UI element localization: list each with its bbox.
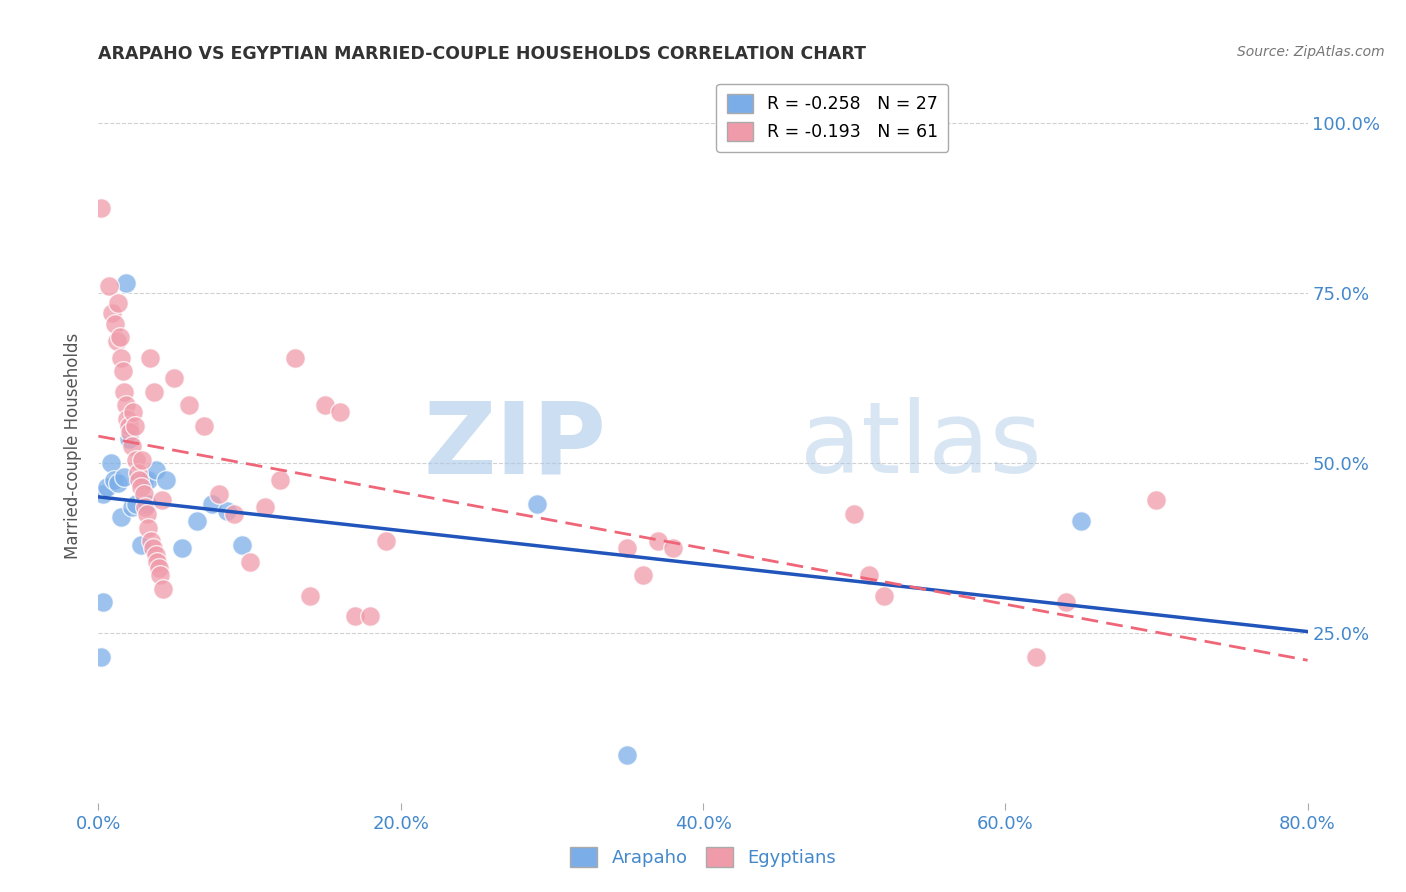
Point bbox=[121, 439, 143, 453]
Point bbox=[631, 568, 654, 582]
Point bbox=[100, 456, 122, 470]
Point bbox=[129, 537, 152, 551]
Point bbox=[112, 469, 135, 483]
Point bbox=[115, 412, 138, 426]
Point bbox=[90, 649, 112, 664]
Point bbox=[107, 476, 129, 491]
Point bbox=[616, 748, 638, 763]
Point bbox=[143, 384, 166, 399]
Point bbox=[163, 371, 186, 385]
Point bbox=[125, 452, 148, 467]
Point bbox=[253, 500, 276, 515]
Point bbox=[105, 334, 128, 348]
Point bbox=[108, 330, 131, 344]
Point bbox=[239, 555, 262, 569]
Point bbox=[374, 534, 396, 549]
Point bbox=[1054, 595, 1077, 609]
Y-axis label: Married-couple Households: Married-couple Households bbox=[65, 333, 83, 559]
Point bbox=[186, 514, 208, 528]
Text: atlas: atlas bbox=[800, 398, 1042, 494]
Legend: Arapaho, Egyptians: Arapaho, Egyptians bbox=[562, 839, 844, 874]
Point bbox=[104, 317, 127, 331]
Point bbox=[127, 466, 149, 480]
Text: ARAPAHO VS EGYPTIAN MARRIED-COUPLE HOUSEHOLDS CORRELATION CHART: ARAPAHO VS EGYPTIAN MARRIED-COUPLE HOUSE… bbox=[98, 45, 866, 62]
Point bbox=[873, 589, 896, 603]
Point bbox=[170, 541, 193, 555]
Point bbox=[231, 537, 253, 551]
Point bbox=[124, 418, 146, 433]
Point bbox=[90, 201, 112, 215]
Point bbox=[149, 568, 172, 582]
Point bbox=[132, 486, 155, 500]
Point bbox=[150, 493, 173, 508]
Point bbox=[215, 503, 238, 517]
Point bbox=[112, 384, 135, 399]
Point bbox=[201, 497, 224, 511]
Point bbox=[122, 405, 145, 419]
Point bbox=[114, 276, 136, 290]
Point bbox=[136, 520, 159, 534]
Point bbox=[96, 480, 118, 494]
Point bbox=[103, 473, 125, 487]
Point bbox=[145, 463, 167, 477]
Text: Source: ZipAtlas.com: Source: ZipAtlas.com bbox=[1237, 45, 1385, 59]
Point bbox=[858, 568, 880, 582]
Point bbox=[146, 555, 169, 569]
Point bbox=[141, 534, 163, 549]
Point bbox=[120, 425, 142, 440]
Legend: R = -0.258   N = 27, R = -0.193   N = 61: R = -0.258 N = 27, R = -0.193 N = 61 bbox=[716, 84, 948, 152]
Point bbox=[208, 486, 231, 500]
Point bbox=[131, 452, 153, 467]
Point bbox=[662, 541, 685, 555]
Point bbox=[114, 398, 136, 412]
Point bbox=[616, 541, 638, 555]
Point bbox=[98, 279, 121, 293]
Point bbox=[139, 351, 162, 365]
Point bbox=[526, 497, 548, 511]
Point bbox=[148, 561, 170, 575]
Point bbox=[110, 510, 132, 524]
Point bbox=[135, 507, 157, 521]
Point bbox=[647, 534, 669, 549]
Point bbox=[107, 296, 129, 310]
Point bbox=[344, 608, 367, 623]
Point bbox=[314, 398, 336, 412]
Point bbox=[136, 473, 159, 487]
Point bbox=[1024, 649, 1046, 664]
Point bbox=[299, 589, 322, 603]
Point bbox=[118, 432, 141, 446]
Point bbox=[118, 418, 141, 433]
Point bbox=[121, 500, 143, 515]
Point bbox=[129, 480, 152, 494]
Point bbox=[329, 405, 352, 419]
Point bbox=[110, 351, 132, 365]
Point bbox=[132, 473, 155, 487]
Point bbox=[360, 608, 382, 623]
Point bbox=[155, 473, 177, 487]
Point bbox=[1144, 493, 1167, 508]
Text: ZIP: ZIP bbox=[423, 398, 606, 494]
Point bbox=[128, 473, 150, 487]
Point bbox=[91, 486, 114, 500]
Point bbox=[152, 582, 174, 596]
Point bbox=[193, 418, 215, 433]
Point bbox=[101, 306, 124, 320]
Point bbox=[111, 364, 134, 378]
Point bbox=[134, 500, 156, 515]
Point bbox=[844, 507, 866, 521]
Point bbox=[142, 541, 165, 555]
Point bbox=[1070, 514, 1092, 528]
Point bbox=[135, 497, 157, 511]
Point bbox=[145, 548, 167, 562]
Point bbox=[269, 473, 291, 487]
Point bbox=[284, 351, 307, 365]
Point bbox=[224, 507, 246, 521]
Point bbox=[179, 398, 201, 412]
Point bbox=[91, 595, 114, 609]
Point bbox=[125, 497, 148, 511]
